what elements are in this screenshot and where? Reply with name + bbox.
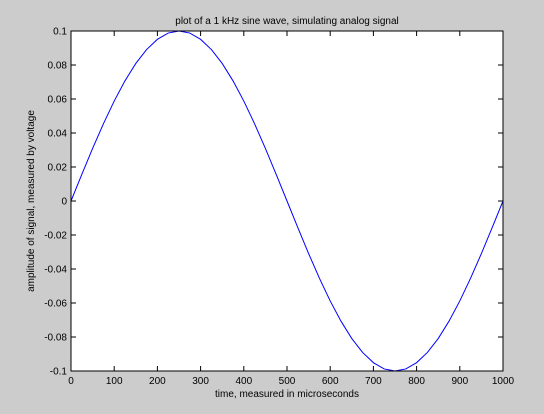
x-tick-label: 100: [106, 376, 123, 387]
axes-box: [70, 30, 504, 372]
y-tick-label: -0.06: [44, 299, 67, 310]
y-tick-label: -0.02: [44, 231, 67, 242]
series-line: [70, 30, 504, 372]
x-tick-label: 1000: [492, 376, 515, 387]
y-tick-label: -0.1: [50, 367, 68, 378]
x-tick-label: 400: [235, 376, 252, 387]
x-tick-label: 300: [192, 376, 209, 387]
y-tick-label: 0.06: [48, 95, 68, 106]
x-tick-label: 700: [365, 376, 382, 387]
x-tick-label: 600: [322, 376, 339, 387]
y-tick-label: -0.04: [44, 265, 67, 276]
x-tick-label: 900: [451, 376, 468, 387]
chart-title: plot of a 1 kHz sine wave, simulating an…: [175, 16, 398, 27]
y-tick-label: 0.1: [53, 27, 67, 38]
x-tick-label: 0: [68, 376, 74, 387]
y-tick-label: 0.04: [48, 129, 68, 140]
x-axis-label: time, measured in microseconds: [215, 389, 359, 400]
x-tick-label: 200: [149, 376, 166, 387]
y-tick-label: 0.02: [48, 163, 68, 174]
y-tick-label: 0.08: [48, 61, 68, 72]
x-tick-label: 800: [408, 376, 425, 387]
x-tick-label: 500: [279, 376, 296, 387]
y-tick-label: -0.08: [44, 333, 67, 344]
tick-labels: 0 100 200 300 400 500 600 700 800 900 1000 -0.1 -0.0…: [44, 27, 514, 388]
y-axis-label: amplitude of signal, measured by voltage: [26, 110, 37, 292]
y-tick-label: 0: [61, 197, 67, 208]
